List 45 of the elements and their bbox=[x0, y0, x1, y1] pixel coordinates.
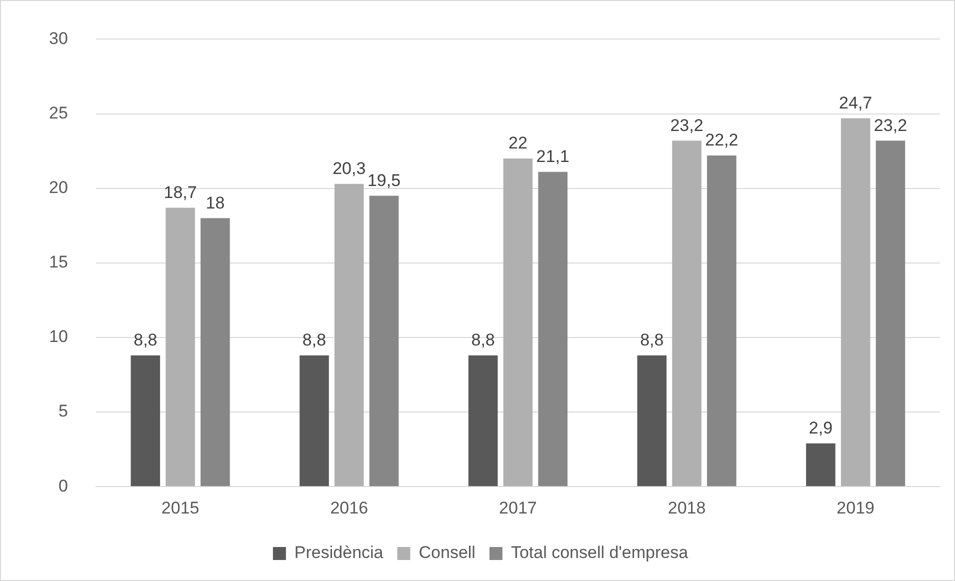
y-tick-label: 5 bbox=[58, 402, 68, 421]
data-label: 23,2 bbox=[670, 116, 704, 135]
data-label: 8,8 bbox=[471, 330, 495, 350]
data-label: 22 bbox=[508, 134, 528, 153]
y-tick-label: 25 bbox=[48, 103, 68, 122]
data-label: 8,8 bbox=[302, 330, 326, 350]
y-tick-label: 10 bbox=[48, 327, 68, 346]
x-tick-label: 2015 bbox=[161, 498, 200, 518]
data-label: 8,8 bbox=[134, 330, 158, 350]
data-label: 24,7 bbox=[839, 93, 872, 112]
data-label: 2,9 bbox=[808, 418, 833, 438]
bar bbox=[300, 355, 329, 486]
x-tick-label: 2016 bbox=[330, 498, 368, 518]
bar bbox=[840, 118, 870, 486]
y-tick-label: 20 bbox=[48, 178, 68, 198]
data-label: 22,2 bbox=[705, 130, 738, 150]
data-label: 19,5 bbox=[367, 170, 401, 190]
y-tick-label: 15 bbox=[48, 252, 68, 272]
legend-label: Presidència bbox=[294, 543, 384, 562]
x-tick-label: 2017 bbox=[499, 498, 537, 518]
x-tick-label: 2018 bbox=[668, 498, 706, 518]
bar bbox=[876, 140, 906, 486]
legend-label: Consell bbox=[418, 543, 476, 562]
bar bbox=[166, 208, 195, 486]
x-tick-label: 2019 bbox=[836, 498, 875, 518]
bar bbox=[672, 140, 702, 486]
bar bbox=[806, 443, 836, 486]
bar bbox=[200, 218, 230, 486]
bar bbox=[707, 156, 736, 486]
data-label: 21,1 bbox=[536, 147, 570, 166]
bar bbox=[334, 184, 364, 486]
data-label: 18,7 bbox=[164, 182, 197, 202]
bar bbox=[637, 355, 667, 486]
legend-label: Total consell d'empresa bbox=[510, 543, 689, 562]
data-label: 23,2 bbox=[874, 116, 908, 135]
data-label: 18 bbox=[206, 193, 225, 212]
bar bbox=[130, 355, 160, 486]
y-tick-label: 0 bbox=[58, 476, 68, 496]
data-label: 20,3 bbox=[332, 159, 366, 178]
bar bbox=[503, 158, 533, 486]
bar bbox=[369, 196, 399, 486]
bar bbox=[468, 355, 498, 486]
bar bbox=[538, 172, 568, 486]
y-tick-label: 30 bbox=[48, 28, 68, 48]
data-label: 8,8 bbox=[640, 330, 664, 350]
